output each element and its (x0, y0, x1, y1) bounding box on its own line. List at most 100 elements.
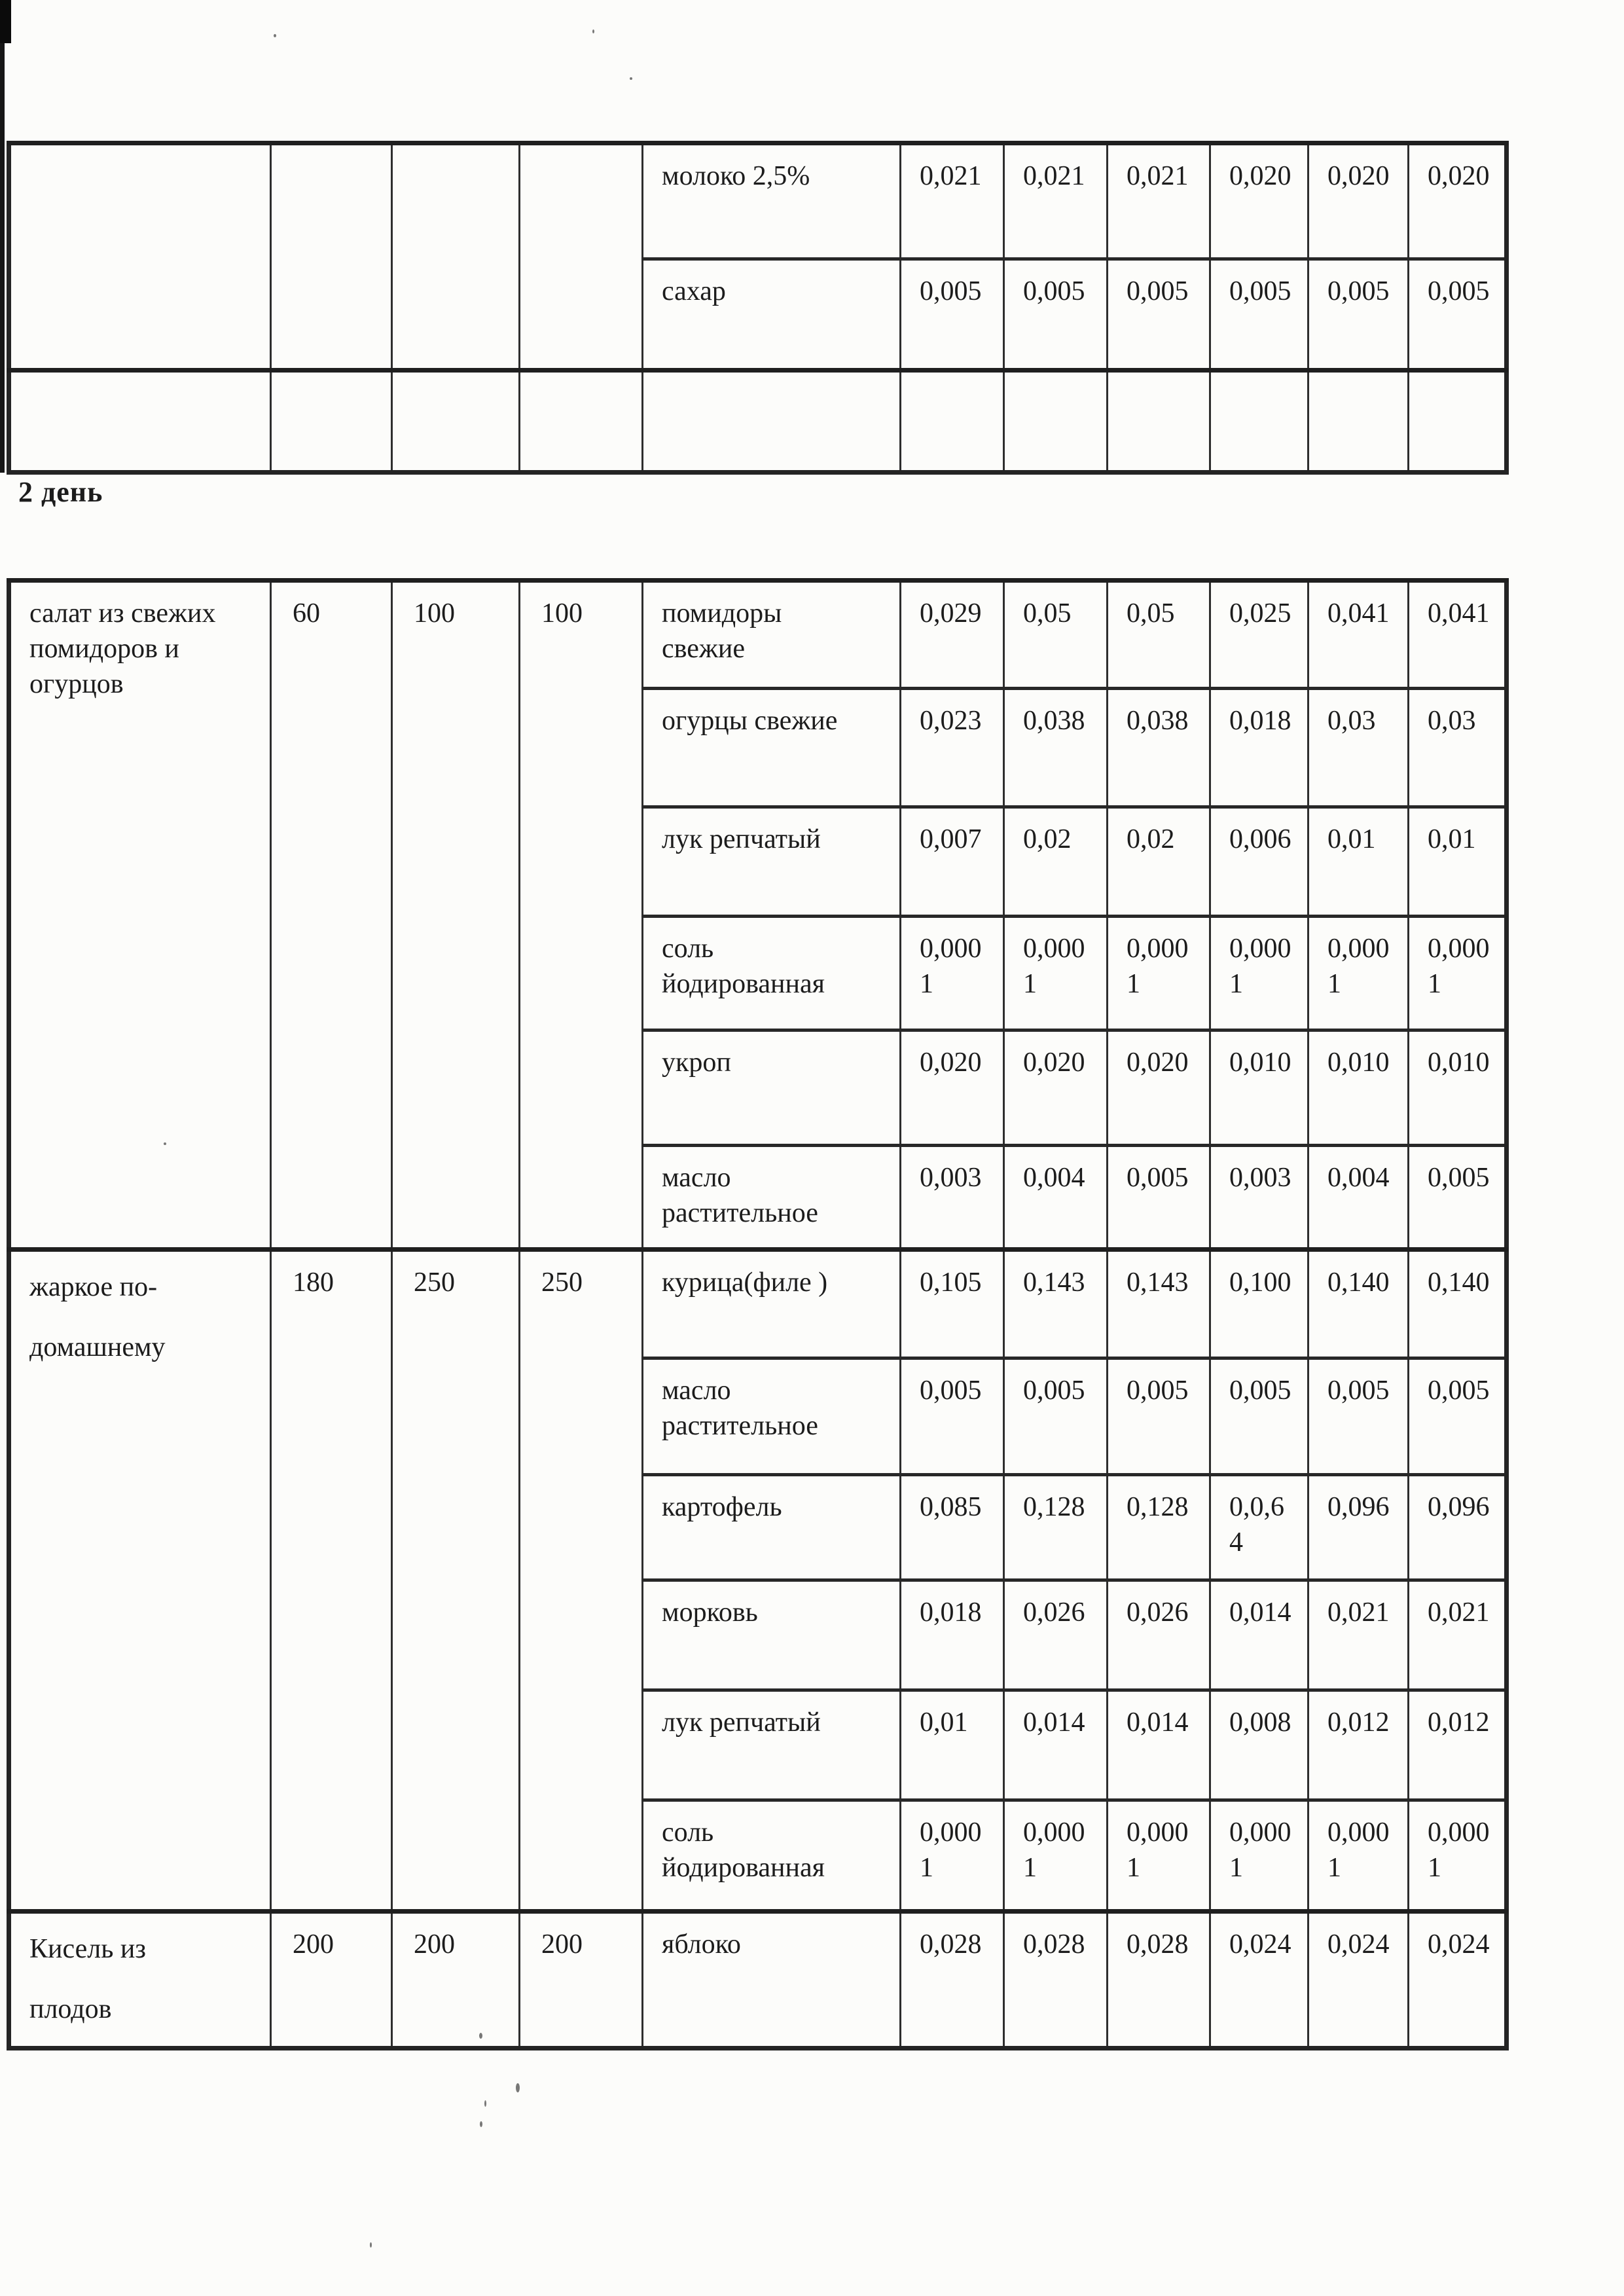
table-row: соль йодированная 0,0001 0,0001 0,0001 0,000… (9, 1798, 1507, 1913)
portion-weight (391, 368, 520, 474)
ingredient-weight-value: 0,014 (1003, 1688, 1108, 1802)
table-row: молоко 2,5% 0,021 0,021 0,021 0,020 0,020 0,02… (8, 141, 1507, 372)
ingredient-name: масло растительное (641, 1144, 901, 1251)
day-label: 2 день (18, 476, 103, 508)
ingredient-weight-value: 0,003 (1209, 1144, 1309, 1251)
ingredient-weight-value: 0,0,64 (1209, 1473, 1309, 1582)
scan-speck (484, 2100, 486, 2107)
ingredient-weight-value: 0,006 (1209, 805, 1309, 918)
ingredient-name: соль йодированная (641, 915, 901, 1032)
ingredient-name: молоко 2,5% (641, 141, 901, 261)
ingredient-name: яблоко (641, 1909, 901, 2050)
ingredient-weight-value: 0,012 (1407, 1688, 1507, 1802)
ingredient-weight-value: 0,0001 (1407, 915, 1507, 1032)
ingredient-weight-value: 0,03 (1407, 687, 1507, 809)
ingredient-weight-value: 0,029 (899, 578, 1005, 690)
ingredient-weight-value: 0,024 (1307, 1909, 1409, 2050)
portion-weight: 250 (391, 1247, 520, 1913)
scan-edge-artifact (0, 0, 5, 473)
ingredient-weight-value: 0,105 (899, 1247, 1005, 1360)
scan-speck (630, 77, 632, 80)
ingredient-weight-value: 0,010 (1307, 1029, 1409, 1147)
ingredient-name (641, 368, 901, 474)
ingredient-weight-value: 0,038 (1106, 687, 1211, 809)
ingredient-weight-value: 0,0001 (1209, 1798, 1309, 1913)
ingredient-weight-value: 0,143 (1106, 1247, 1211, 1360)
ingredient-weight-value: 0,03 (1307, 687, 1409, 809)
ingredient-weight-value: 0,020 (1106, 1029, 1211, 1147)
ingredient-weight-value: 0,0001 (1106, 1798, 1211, 1913)
scan-speck (516, 2083, 520, 2092)
portion-weight (270, 141, 393, 372)
ingredient-weight-value: 0,085 (899, 1473, 1005, 1582)
scan-speck (370, 2242, 372, 2248)
ingredient-weight-value: 0,0001 (1307, 1798, 1409, 1913)
ingredient-weight-value: 0,021 (1407, 1578, 1507, 1692)
ingredient-name: морковь (641, 1578, 901, 1692)
table-row: лук репчатый 0,007 0,02 0,02 0,006 0,01 0,01 (9, 805, 1507, 918)
ingredient-weight-value: 0,143 (1003, 1247, 1108, 1360)
ingredient-weight-value: 0,041 (1307, 578, 1409, 690)
ingredient-weight-value (1407, 368, 1507, 474)
ingredient-weight-value: 0,005 (1106, 257, 1211, 372)
ingredient-weight-value: 0,0001 (899, 915, 1005, 1032)
ingredient-name: картофель (641, 1473, 901, 1582)
ingredient-weight-value: 0,010 (1407, 1029, 1507, 1147)
scan-speck (480, 2121, 482, 2127)
ingredient-weight-value (1106, 368, 1211, 474)
ingredient-weight-value: 0,026 (1106, 1578, 1211, 1692)
portion-weight: 180 (270, 1247, 393, 1913)
table-row: соль йодированная 0,0001 0,0001 0,0001 0,000… (9, 915, 1507, 1032)
ingredient-weight-value: 0,021 (1003, 141, 1108, 261)
ingredient-weight-value: 0,010 (1209, 1029, 1309, 1147)
scan-speck (274, 34, 276, 37)
ingredient-weight-value: 0,028 (1106, 1909, 1211, 2050)
scan-corner-artifact (0, 0, 11, 43)
ingredient-weight-value: 0,005 (899, 1357, 1005, 1476)
ingredient-weight-value: 0,005 (899, 257, 1005, 372)
ingredient-weight-value: 0,005 (1307, 257, 1409, 372)
table-row: Кисель из плодов 200 200 200 яблоко 0,028 0,02… (8, 1909, 1507, 2050)
table-row: лук репчатый 0,01 0,014 0,014 0,008 0,012 0,01… (9, 1688, 1507, 1802)
table-row: морковь 0,018 0,026 0,026 0,014 0,021 0,021 (9, 1578, 1507, 1692)
ingredient-weight-value: 0,02 (1003, 805, 1108, 918)
portion-weight: 100 (391, 578, 520, 1251)
table-row: картофель 0,085 0,128 0,128 0,0,64 0,096 0,096 (9, 1473, 1507, 1582)
ingredient-name: помидоры свежие (641, 578, 901, 690)
portion-weight (270, 368, 393, 474)
ingredient-weight-value: 0,05 (1003, 578, 1108, 690)
dish-name: салат из свежих помидоров и огурцов (8, 578, 272, 1251)
ingredient-weight-value: 0,008 (1209, 1688, 1309, 1802)
table-row: масло растительное 0,005 0,005 0,005 0,005 0,… (9, 1357, 1507, 1476)
ingredient-weight-value: 0,005 (1106, 1357, 1211, 1476)
portion-weight (518, 141, 643, 372)
ingredient-name: лук репчатый (641, 805, 901, 918)
ingredient-weight-value: 0,021 (899, 141, 1005, 261)
dish-name: жаркое по-домашнему (8, 1247, 272, 1913)
portion-weight: 100 (518, 578, 643, 1251)
ingredient-weight-value: 0,128 (1003, 1473, 1108, 1582)
ingredient-name: масло растительное (641, 1357, 901, 1476)
ingredient-weight-value: 0,020 (899, 1029, 1005, 1147)
dish-name (8, 141, 272, 372)
ingredient-name: сахар (641, 257, 901, 372)
ingredient-weight-value: 0,018 (899, 1578, 1005, 1692)
ingredient-name: лук репчатый (641, 1688, 901, 1802)
ingredient-weight-value: 0,0001 (1307, 915, 1409, 1032)
ingredient-weight-value (1307, 368, 1409, 474)
ingredient-name: соль йодированная (641, 1798, 901, 1913)
ingredient-weight-value: 0,128 (1106, 1473, 1211, 1582)
ingredient-weight-value: 0,021 (1106, 141, 1211, 261)
table-row: масло растительное 0,003 0,004 0,005 0,003 0,… (9, 1144, 1507, 1251)
ingredient-name: огурцы свежие (641, 687, 901, 809)
ingredient-weight-value (1003, 368, 1108, 474)
ingredient-weight-value: 0,028 (1003, 1909, 1108, 2050)
table-row (8, 368, 1507, 474)
ingredient-weight-value: 0,020 (1407, 141, 1507, 261)
portion-weight: 200 (391, 1909, 520, 2050)
ingredient-weight-value: 0,01 (1407, 805, 1507, 918)
ingredient-weight-value: 0,003 (899, 1144, 1005, 1251)
ingredient-weight-value: 0,020 (1307, 141, 1409, 261)
ingredient-weight-value: 0,004 (1003, 1144, 1108, 1251)
ingredient-weight-value: 0,0001 (1209, 915, 1309, 1032)
